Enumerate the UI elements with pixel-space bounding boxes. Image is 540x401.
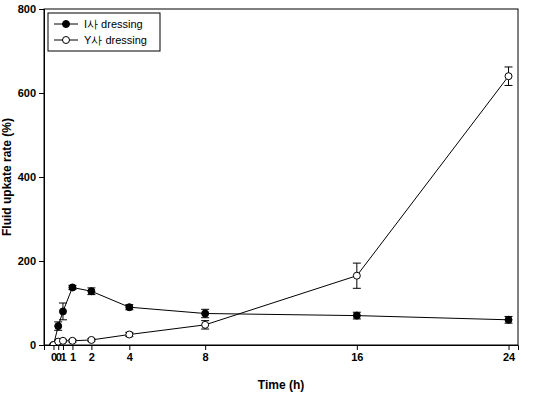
y-tick-mark bbox=[39, 93, 44, 94]
point bbox=[126, 331, 133, 338]
plot-frame bbox=[44, 9, 518, 345]
point bbox=[505, 73, 512, 80]
point bbox=[55, 323, 62, 330]
error-bar bbox=[353, 263, 361, 288]
legend-marker bbox=[63, 21, 70, 28]
point bbox=[505, 316, 512, 323]
point bbox=[126, 304, 133, 311]
y-tick-mark bbox=[39, 345, 44, 346]
legend: I사 dressing Y사 dressing bbox=[48, 13, 160, 51]
x-tick-label: 16 bbox=[351, 351, 363, 363]
y-tick: 800 bbox=[18, 3, 44, 15]
error-bar-cap bbox=[505, 66, 513, 67]
y-axis-line bbox=[39, 10, 45, 346]
x-tick-mark bbox=[357, 345, 358, 350]
y-tick-label: 0 bbox=[30, 339, 36, 351]
x-tick: 2 bbox=[89, 345, 95, 363]
point bbox=[353, 312, 360, 319]
legend-box bbox=[48, 13, 160, 51]
error-bar bbox=[54, 322, 62, 330]
x-tick: 1 bbox=[60, 345, 66, 363]
point bbox=[59, 337, 66, 344]
x-tick-label: 8 bbox=[203, 351, 209, 363]
error-bars bbox=[49, 67, 512, 345]
point bbox=[88, 336, 95, 343]
point bbox=[353, 272, 360, 279]
x-axis: 00112481624 bbox=[45, 345, 519, 363]
x-tick-mark bbox=[129, 345, 130, 350]
x-tick-label: 24 bbox=[503, 351, 516, 363]
error-bar bbox=[201, 309, 209, 317]
x-tick: 8 bbox=[203, 345, 209, 363]
error-bar-cap bbox=[59, 303, 67, 304]
y-tick-label: 200 bbox=[18, 255, 36, 267]
point bbox=[59, 308, 66, 315]
y-tick-label: 600 bbox=[18, 87, 36, 99]
error-bar-cap bbox=[59, 319, 67, 320]
legend-label: I사 dressing bbox=[84, 18, 143, 30]
y-tick-mark bbox=[39, 9, 44, 10]
y-axis: 0 200 400 600 800 bbox=[18, 3, 45, 351]
point bbox=[202, 310, 209, 317]
x-tick-label: 4 bbox=[127, 351, 134, 363]
x-tick-mark bbox=[72, 345, 73, 350]
y-tick: 600 bbox=[18, 87, 44, 99]
x-tick-mark bbox=[509, 345, 510, 350]
error-bar bbox=[201, 321, 209, 329]
point bbox=[69, 337, 76, 344]
legend-label: Y사 dressing bbox=[84, 34, 147, 46]
y-tick-label: 400 bbox=[18, 171, 36, 183]
x-axis-title: Time (h) bbox=[258, 378, 304, 392]
chart: 001124816240200400600800I사 dressingY사 dr… bbox=[0, 0, 540, 401]
error-bar bbox=[125, 305, 133, 310]
y-tick: 200 bbox=[18, 255, 44, 267]
error-bar bbox=[353, 312, 361, 319]
data-layer bbox=[49, 67, 512, 345]
error-bar-cap bbox=[353, 263, 361, 264]
y-tick: 400 bbox=[18, 171, 44, 183]
x-tick-label: 2 bbox=[89, 351, 95, 363]
x-axis-line bbox=[45, 346, 519, 351]
y-axis-title: Fluid upkate rate (%) bbox=[0, 118, 14, 236]
error-bar bbox=[59, 303, 67, 320]
x-tick-mark bbox=[58, 345, 59, 350]
x-tick-label: 1 bbox=[60, 351, 66, 363]
error-bar bbox=[87, 288, 95, 295]
x-tick: 1 bbox=[70, 345, 76, 363]
y-tick-mark bbox=[39, 177, 44, 178]
error-bar-cap bbox=[353, 288, 361, 289]
x-tick: 16 bbox=[351, 345, 363, 363]
x-tick: 4 bbox=[127, 345, 134, 363]
series-line bbox=[53, 76, 508, 345]
y-tick-mark bbox=[39, 261, 44, 262]
y-tick: 0 bbox=[30, 339, 44, 351]
markers bbox=[50, 73, 512, 345]
point bbox=[88, 288, 95, 295]
x-tick-mark bbox=[63, 345, 64, 350]
legend-marker bbox=[63, 37, 70, 44]
x-tick-mark bbox=[91, 345, 92, 350]
point bbox=[202, 321, 209, 328]
error-bar bbox=[505, 316, 513, 323]
x-tick-label: 1 bbox=[70, 351, 76, 363]
point bbox=[69, 284, 76, 291]
x-tick-mark bbox=[53, 345, 54, 350]
x-tick: 24 bbox=[503, 345, 516, 363]
series-line bbox=[53, 287, 508, 345]
plot: 001124816240200400600800I사 dressingY사 dr… bbox=[18, 3, 519, 363]
error-bar bbox=[505, 67, 513, 85]
x-tick-mark bbox=[205, 345, 206, 350]
y-tick-label: 800 bbox=[18, 3, 36, 15]
error-bar-cap bbox=[505, 85, 513, 86]
